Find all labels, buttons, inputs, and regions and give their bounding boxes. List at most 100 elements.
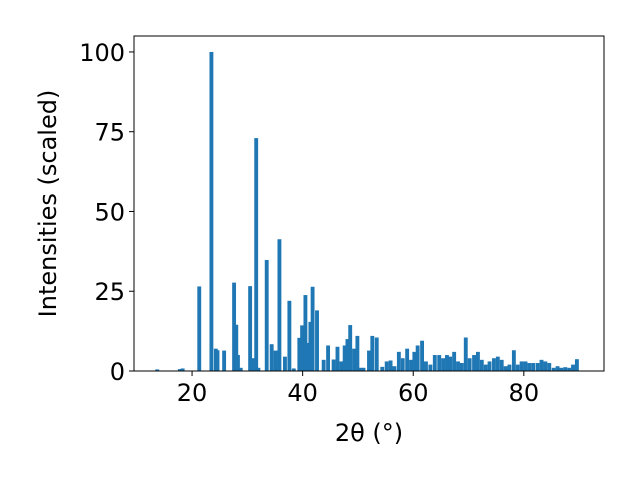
bar <box>300 325 305 371</box>
y-axis-label: Intensities (scaled) <box>34 90 62 318</box>
bar <box>467 358 472 371</box>
bar <box>374 337 379 371</box>
bar <box>492 358 496 371</box>
bar <box>335 346 340 371</box>
bar <box>563 367 568 371</box>
bar <box>380 366 385 371</box>
bar <box>409 359 413 371</box>
bar <box>315 310 319 371</box>
y-tick-label: 0 <box>110 358 125 386</box>
bar <box>254 138 259 371</box>
bar <box>273 350 278 371</box>
x-tick-label: 60 <box>398 379 429 407</box>
axes-frame <box>133 35 605 372</box>
bar <box>215 350 220 371</box>
bar <box>297 337 302 371</box>
bar <box>155 369 160 371</box>
bar <box>424 361 428 371</box>
bar <box>487 361 492 371</box>
bar <box>437 355 442 371</box>
bar <box>392 366 397 371</box>
bar <box>515 364 520 371</box>
bar <box>420 340 425 371</box>
bar <box>400 358 405 371</box>
bar <box>456 361 460 371</box>
bar <box>283 356 287 371</box>
bar <box>535 363 540 371</box>
y-tick-label: 75 <box>94 119 125 147</box>
bar <box>559 367 564 371</box>
bar <box>339 361 344 371</box>
bar <box>475 351 480 371</box>
bar <box>472 355 476 371</box>
bar <box>463 337 468 371</box>
bar <box>248 286 253 371</box>
bar <box>574 359 579 371</box>
bar <box>555 366 560 371</box>
y-tick-label: 50 <box>94 198 125 226</box>
bar <box>291 368 296 371</box>
bar <box>348 325 353 371</box>
bar <box>367 350 371 371</box>
bar <box>177 369 182 371</box>
bar <box>234 324 239 371</box>
bar <box>321 359 326 371</box>
bar <box>209 51 214 371</box>
bar <box>396 351 401 371</box>
bar <box>222 350 227 371</box>
bar <box>441 358 446 371</box>
bar <box>405 348 410 371</box>
bar <box>384 361 389 371</box>
bar <box>523 361 528 371</box>
bar <box>306 342 311 371</box>
bar <box>269 344 274 371</box>
bar <box>355 335 360 371</box>
bar <box>519 361 524 371</box>
bar <box>358 367 363 371</box>
bar <box>251 358 256 371</box>
bar <box>388 360 393 371</box>
bar <box>232 282 237 371</box>
bar <box>345 339 350 371</box>
bar <box>256 367 261 371</box>
bar <box>352 348 357 371</box>
bar <box>539 359 544 371</box>
bar <box>326 345 331 371</box>
bar <box>310 286 315 371</box>
bar <box>511 350 516 371</box>
y-tick-label: 25 <box>94 278 125 306</box>
bars-group <box>155 51 579 371</box>
bar <box>527 363 532 371</box>
x-tick-label: 80 <box>509 379 540 407</box>
bar <box>331 359 336 371</box>
bar <box>428 364 433 371</box>
bar <box>180 368 185 371</box>
bar <box>308 321 313 371</box>
bar <box>531 363 536 371</box>
y-axis-ticks: 0 25 50 75 100 <box>79 39 134 386</box>
bar <box>361 367 366 371</box>
bar <box>415 345 420 371</box>
bar <box>448 356 453 371</box>
bar <box>277 239 282 371</box>
bar <box>432 355 437 371</box>
bar <box>452 351 457 371</box>
bar <box>264 259 269 371</box>
bar <box>551 367 556 371</box>
bar <box>503 366 508 371</box>
bar <box>238 367 243 371</box>
x-axis-ticks: 20 40 60 80 <box>177 371 539 407</box>
bar <box>287 300 292 371</box>
bar <box>495 356 500 371</box>
bar <box>507 364 512 371</box>
y-tick-label: 100 <box>79 39 125 67</box>
bar <box>567 367 572 371</box>
bar <box>543 361 548 371</box>
bar <box>445 355 449 371</box>
bar <box>479 359 484 371</box>
bar <box>547 363 552 371</box>
bar <box>459 363 464 371</box>
bar <box>571 364 575 371</box>
bar <box>236 355 240 371</box>
